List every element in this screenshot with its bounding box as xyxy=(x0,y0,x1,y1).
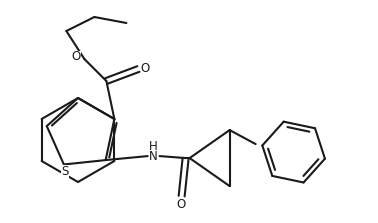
Text: O: O xyxy=(72,50,81,64)
Text: N: N xyxy=(149,150,158,163)
Text: S: S xyxy=(61,165,68,178)
Text: H: H xyxy=(149,140,158,153)
Text: O: O xyxy=(141,62,150,74)
Text: O: O xyxy=(176,198,185,211)
